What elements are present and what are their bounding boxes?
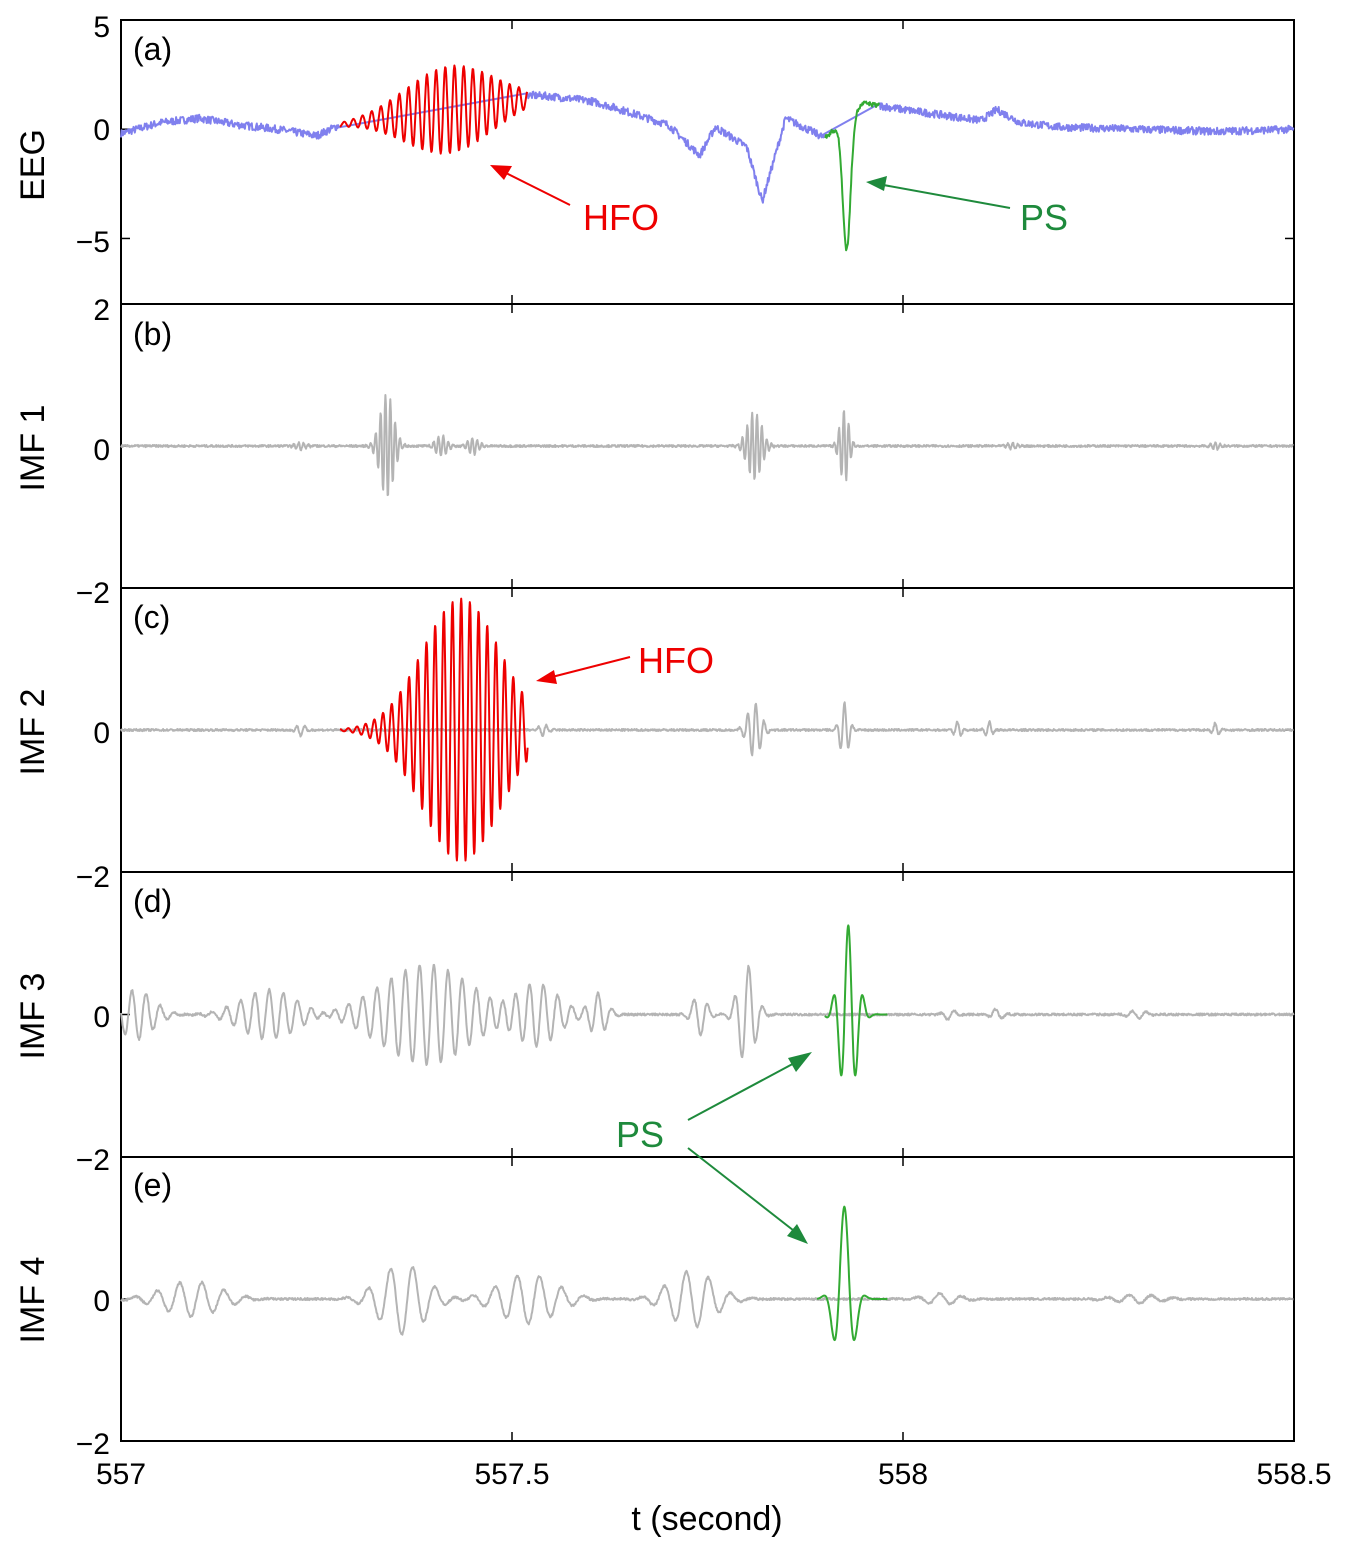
trace-3-ps (824, 924, 888, 1077)
trace-3-imf (120, 963, 1295, 1066)
xtick-558-5: 558.5 (1256, 1458, 1331, 1491)
trace-2-imf (120, 701, 1294, 757)
trace-4-ps (816, 1205, 888, 1342)
panel-letter-c: (c) (133, 599, 170, 635)
panel-letter-b: (b) (133, 316, 172, 352)
xtick-557-5: 557.5 (474, 1458, 549, 1491)
ytick-c-neg2: −2 (76, 861, 110, 894)
trace-4-imf (120, 1266, 1294, 1336)
hfo-label-c: HFO (638, 640, 714, 681)
panel-letter-d: (d) (133, 883, 172, 919)
ylabel-imf1: IMF 1 (14, 405, 52, 492)
ps-label-d: PS (616, 1114, 664, 1155)
ps-arrow-a-head (866, 176, 887, 191)
panel-frame-0 (120, 19, 1295, 305)
panel-letter-e: (e) (133, 1167, 172, 1203)
ytick-c-0: 0 (93, 717, 110, 750)
trace-2-hfo (339, 597, 529, 862)
trace-0-hfo (339, 64, 528, 155)
hfo-arrow-c-head (536, 670, 557, 684)
ytick-e-neg2: −2 (76, 1428, 110, 1461)
trace-0-eeg (120, 90, 1295, 204)
ps-label-a: PS (1020, 197, 1068, 238)
hfo-arrow-a-line (499, 169, 571, 206)
ytick-d-neg2: −2 (76, 1144, 110, 1177)
ytick-a-5: 5 (93, 11, 110, 44)
ytick-e-0: 0 (93, 1285, 110, 1318)
trace-0-ps (824, 100, 881, 252)
ylabel-eeg: EEG (14, 129, 52, 201)
ytick-b-2: 2 (93, 294, 110, 327)
ytick-b-neg2: −2 (76, 577, 110, 610)
ps-arrow-d-line (687, 1059, 801, 1121)
ylabel-imf2: IMF 2 (14, 689, 52, 776)
ps-arrow-e-head (787, 1224, 808, 1244)
ytick-a-0: 0 (93, 114, 110, 147)
ylabel-imf3: IMF 3 (14, 973, 52, 1060)
trace-1-imf (120, 394, 1294, 497)
xtick-557: 557 (96, 1458, 146, 1491)
hfo-label-a: HFO (583, 197, 659, 238)
ylabel-imf4: IMF 4 (14, 1257, 52, 1344)
ytick-b-0: 0 (93, 434, 110, 467)
xtick-558: 558 (878, 1458, 928, 1491)
xlabel: t (second) (631, 1500, 782, 1538)
panel-letter-a: (a) (133, 31, 172, 67)
ps-arrow-d-head (788, 1052, 812, 1072)
ps-arrow-a-line (877, 183, 1011, 209)
hfo-arrow-c-line (547, 656, 631, 679)
hfo-arrow-a-head (490, 165, 512, 180)
ytick-d-0: 0 (93, 1001, 110, 1034)
ps-arrow-e-line (687, 1147, 799, 1235)
ytick-a-neg5: −5 (76, 226, 110, 259)
